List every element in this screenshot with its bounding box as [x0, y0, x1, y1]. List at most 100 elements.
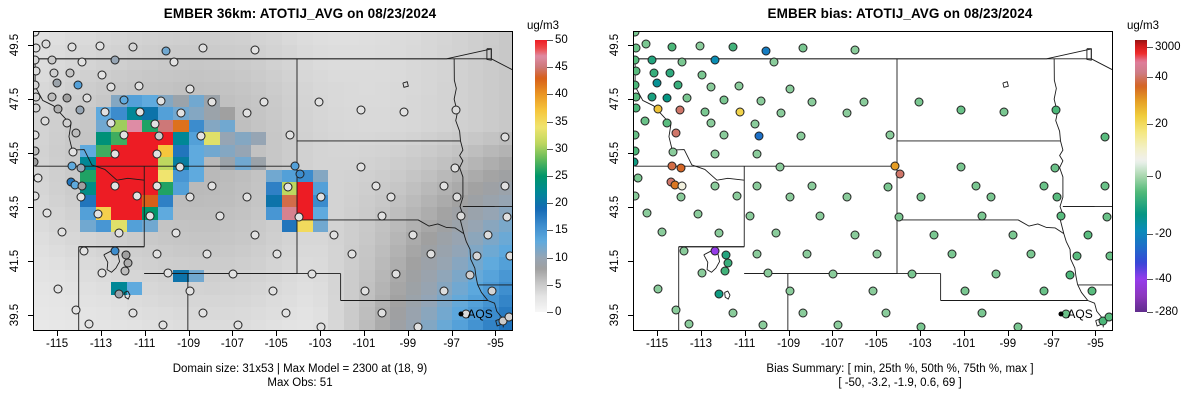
observation-marker — [283, 182, 293, 192]
model-grid-cell — [343, 144, 360, 158]
model-grid-cell — [452, 319, 469, 330]
observation-marker — [250, 230, 260, 240]
observation-marker — [761, 46, 770, 56]
model-grid-cell — [297, 94, 314, 108]
model-grid-cell — [405, 207, 422, 221]
observation-marker — [700, 107, 710, 117]
model-grid-cell — [157, 157, 174, 171]
colorbar-tick — [1147, 124, 1153, 126]
model-grid-cell — [80, 257, 97, 271]
model-grid-cell — [157, 244, 174, 258]
model-grid-cell — [390, 69, 407, 83]
panel-model-plot-area: AQS — [33, 31, 513, 331]
model-grid-cell — [312, 307, 329, 321]
observation-marker — [196, 131, 206, 141]
model-grid-cell — [142, 307, 159, 321]
observation-marker — [775, 162, 785, 172]
model-grid-cell — [266, 44, 283, 58]
model-grid-cell — [374, 157, 391, 171]
observation-marker — [947, 249, 957, 259]
x-axis-tick-label: -113 — [89, 338, 113, 350]
model-grid-cell — [374, 57, 391, 71]
observation-marker — [885, 130, 895, 140]
observation-marker — [439, 181, 449, 191]
model-grid-cell — [374, 232, 391, 246]
observation-marker — [833, 320, 843, 330]
observation-marker — [169, 57, 179, 67]
y-axis-tick — [628, 98, 633, 100]
model-grid-cell — [328, 307, 345, 321]
observation-marker — [426, 249, 436, 259]
model-grid-cell — [188, 294, 205, 308]
model-grid-cell — [80, 144, 97, 158]
model-grid-cell — [498, 32, 512, 46]
model-grid-cell — [142, 257, 159, 271]
observation-marker — [785, 192, 795, 202]
observation-marker — [634, 191, 640, 200]
colorbar-gradient — [1135, 40, 1147, 312]
model-grid-cell — [188, 232, 205, 246]
model-grid-cell — [49, 144, 66, 158]
observation-marker — [640, 116, 650, 126]
model-grid-cell — [343, 294, 360, 308]
aqs-legend-dot — [458, 311, 464, 317]
x-axis-tick-label: -111 — [734, 338, 756, 350]
model-grid-cell — [49, 307, 66, 321]
observation-marker — [977, 211, 987, 221]
model-grid-cell — [235, 57, 252, 71]
model-grid-cell — [266, 107, 283, 121]
observation-marker — [895, 169, 905, 179]
model-grid-cell — [142, 32, 159, 46]
model-grid-cell — [498, 57, 512, 71]
observation-marker — [52, 78, 62, 88]
observation-marker — [723, 258, 733, 268]
observation-marker — [665, 68, 675, 78]
observation-marker — [706, 118, 716, 128]
observation-marker — [34, 146, 40, 156]
model-grid-cell — [281, 232, 298, 246]
model-grid-cell — [281, 119, 298, 133]
model-grid-cell — [436, 244, 453, 258]
model-grid-cell — [421, 144, 438, 158]
x-axis-tick — [1051, 331, 1053, 336]
observation-marker — [500, 132, 510, 142]
model-grid-cell — [173, 319, 190, 330]
colorbar-tick — [547, 312, 553, 313]
model-grid-cell — [126, 244, 143, 258]
model-grid-cell — [421, 69, 438, 83]
observation-marker — [634, 43, 641, 53]
model-grid-cell — [467, 32, 484, 46]
model-grid-cell — [34, 319, 51, 330]
y-axis-tick-label: 41.5 — [609, 249, 621, 272]
model-grid-cell — [498, 194, 512, 208]
model-grid-cell — [436, 307, 453, 321]
observation-marker — [914, 97, 924, 107]
model-grid-cell — [142, 157, 159, 171]
model-grid-cell — [498, 44, 512, 58]
model-grid-cell — [498, 232, 512, 246]
panel-model: EMBER 36km: ATOTIJ_AVG on 08/23/2024 AQS… — [9, 6, 568, 389]
observation-marker — [971, 181, 981, 191]
x-axis-tick — [57, 331, 59, 336]
model-grid-cell — [266, 132, 283, 146]
model-grid-cell — [483, 244, 500, 258]
model-grid-cell — [436, 44, 453, 58]
model-grid-cell — [483, 194, 500, 208]
aqs-legend-dot — [1058, 311, 1064, 317]
observation-marker — [842, 108, 852, 118]
model-grid-cell — [421, 119, 438, 133]
model-grid-cell — [359, 182, 376, 196]
observation-marker — [228, 269, 238, 279]
model-grid-cell — [111, 294, 128, 308]
model-grid-cell — [452, 232, 469, 246]
observation-marker — [916, 322, 926, 330]
observation-marker — [728, 308, 738, 318]
model-grid-cell — [359, 207, 376, 221]
observation-marker — [999, 107, 1009, 117]
model-grid-cell — [498, 82, 512, 96]
observation-marker — [1102, 212, 1112, 222]
model-grid-cell — [95, 294, 112, 308]
model-grid-cell — [498, 169, 512, 183]
observation-marker — [110, 149, 120, 159]
x-axis-tick — [188, 331, 190, 336]
